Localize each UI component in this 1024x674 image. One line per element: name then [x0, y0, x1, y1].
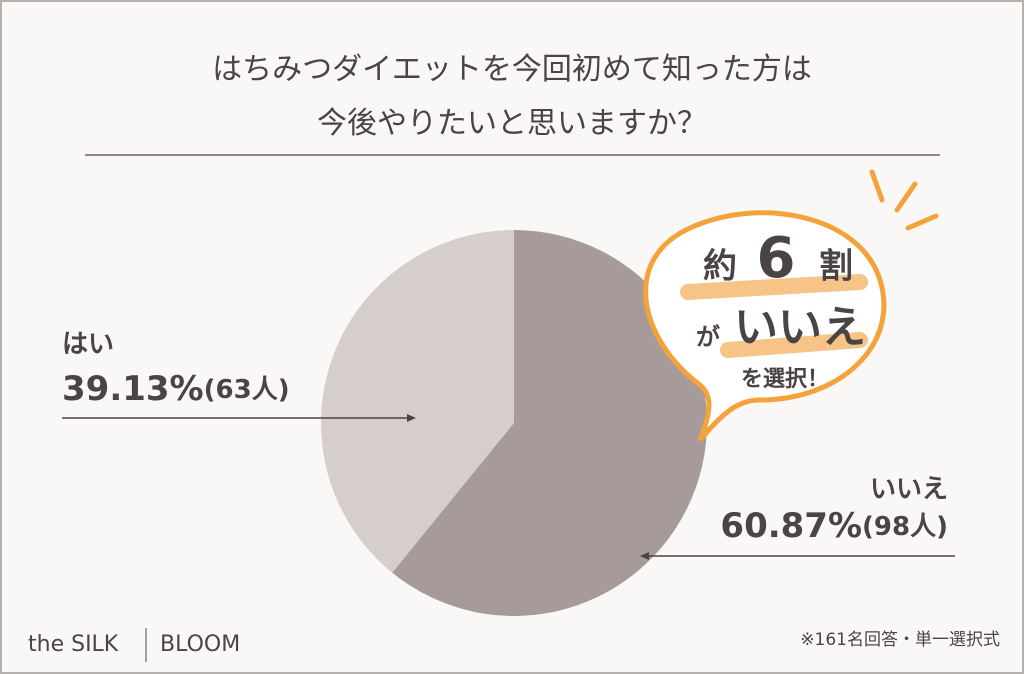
bubble: [643, 210, 887, 442]
pie: [320, 230, 707, 616]
callout: 約 6 割 が いいえ を選択！: [643, 169, 939, 442]
callout-text: いいえ: [734, 302, 866, 353]
value-text: 60.87%: [720, 506, 862, 546]
highlight: [680, 274, 868, 300]
value-label: 39.13%(63人): [62, 369, 290, 409]
chart-title: はちみつダイエットを今回初めて知った方は: [212, 53, 812, 86]
callout-text: 約: [703, 247, 737, 287]
arrow-head: [640, 552, 649, 560]
chart-title: 今後やりたいと思いますか？: [317, 107, 707, 140]
callout-text: 割: [819, 247, 853, 287]
brand: the SILK: [28, 632, 119, 657]
highlight: [720, 332, 868, 358]
callout-text: 6: [757, 226, 796, 291]
category-label: いいえ: [870, 475, 948, 505]
footnote: ※161名回答・単一選択式: [800, 630, 1000, 650]
arrow-head: [407, 414, 416, 422]
callout-text: を選択！: [741, 367, 829, 392]
brand: BLOOM: [160, 632, 240, 657]
count-text: (63人): [204, 375, 290, 405]
count-text: (98人): [862, 512, 948, 542]
value-text: 39.13%: [62, 369, 204, 409]
callout-text: が: [696, 323, 720, 351]
category-label: はい: [62, 330, 114, 360]
pie-slice: [392, 230, 707, 616]
burst: [869, 169, 939, 231]
value-label: 60.87%(98人): [720, 506, 948, 546]
pie-slice: [320, 230, 514, 573]
